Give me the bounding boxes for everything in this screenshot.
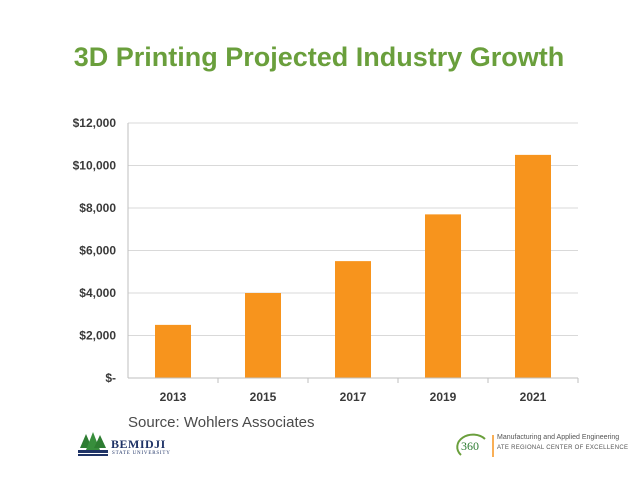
x-tick-label: 2021 xyxy=(520,390,547,404)
bar-2021 xyxy=(515,154,551,378)
x-tick-label: 2017 xyxy=(340,390,367,404)
slide-title: 3D Printing Projected Industry Growth xyxy=(73,42,565,72)
x-tick-label: 2013 xyxy=(160,390,187,404)
y-axis-labels: $- $2,000 $4,000 $6,000 $8,000 $10,000 $12,000 xyxy=(73,116,117,385)
y-tick-label: $2,000 xyxy=(79,329,116,343)
center-360-line2: ATE REGIONAL CENTER OF EXCELLENCE xyxy=(497,445,629,451)
x-tick-label: 2019 xyxy=(430,390,457,404)
x-tick-label: 2015 xyxy=(250,390,277,404)
y-tick-label: $12,000 xyxy=(73,116,117,130)
chart-bars xyxy=(155,154,551,378)
y-tick-label: $- xyxy=(105,371,116,385)
y-tick-label: $10,000 xyxy=(73,159,117,173)
bar-2019 xyxy=(425,214,461,378)
chart-axes xyxy=(127,123,579,383)
x-axis-labels: 2013 2015 2017 2019 2021 xyxy=(160,390,547,404)
bemidji-name: BEMIDJI xyxy=(111,437,166,451)
bar-2013 xyxy=(155,324,191,378)
pine-trees-icon xyxy=(78,432,108,456)
source-caption: Source: Wohlers Associates xyxy=(128,414,315,431)
bemidji-logo: BEMIDJI STATE UNIVERSITY xyxy=(78,432,170,463)
logo-360-mark: 360 xyxy=(461,439,479,453)
bar-2015 xyxy=(245,293,281,378)
y-tick-label: $6,000 xyxy=(79,244,116,258)
logo-360-icon: 360 xyxy=(456,433,494,457)
bar-2017 xyxy=(335,261,371,378)
y-tick-label: $4,000 xyxy=(79,286,116,300)
center-360-logo: 360 Manufacturing and Applied Engineerin… xyxy=(455,431,628,466)
bemidji-subtitle: STATE UNIVERSITY xyxy=(112,451,171,456)
y-tick-label: $8,000 xyxy=(79,201,116,215)
center-360-line1: Manufacturing and Applied Engineering xyxy=(497,434,620,441)
